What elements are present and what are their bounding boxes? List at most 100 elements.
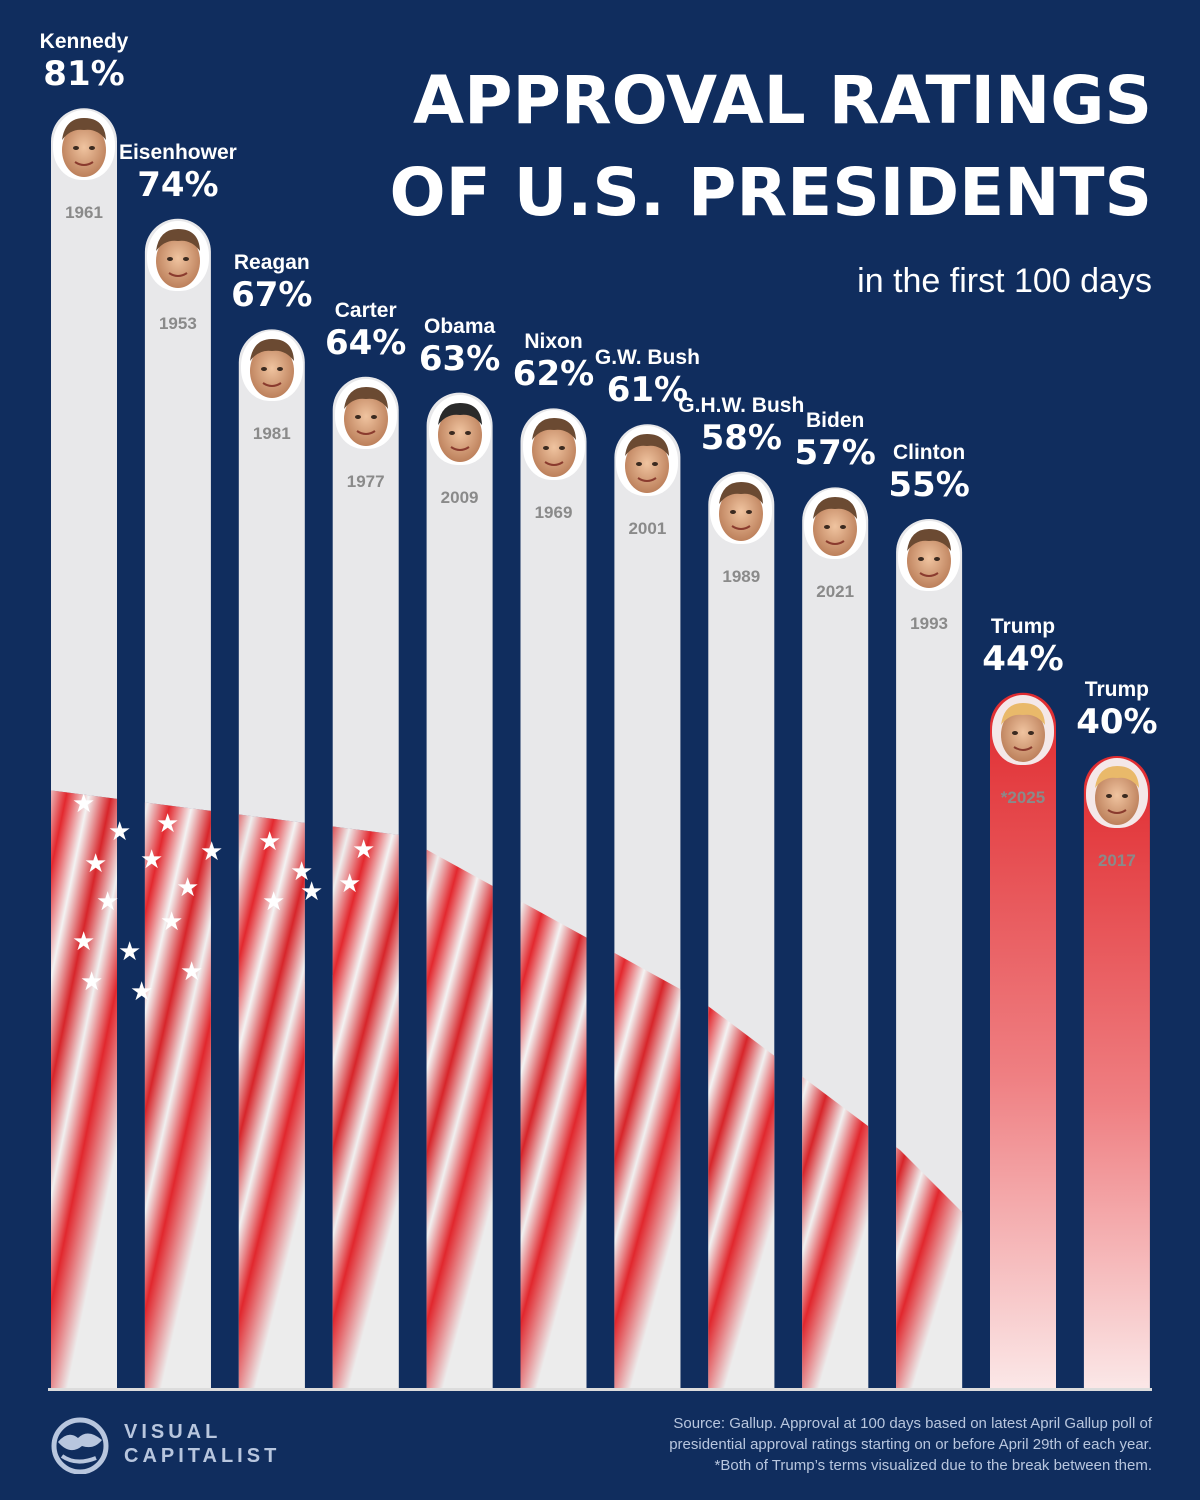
- bar-year-label: 1981: [252, 424, 291, 444]
- bar-label: Obama 63%: [385, 315, 535, 379]
- flag-star-icon: ★: [108, 817, 131, 847]
- bar-year-label: 2021: [816, 582, 855, 602]
- president-portrait: [53, 110, 115, 181]
- approval-value-label: 64%: [324, 322, 407, 363]
- president-name-label: Trump: [990, 614, 1056, 638]
- title-line-1: APPROVAL RATINGS: [413, 62, 1152, 139]
- flag-star-icon: ★: [262, 887, 285, 917]
- chart-title: APPROVAL RATINGS OF U.S. PRESIDENTS: [390, 55, 1152, 239]
- logo-wordmark: VISUAL CAPITALIST: [124, 1420, 280, 1468]
- bar-label: Kennedy 81%: [9, 30, 159, 94]
- president-name-label: Carter: [334, 298, 397, 322]
- flag-star-icon: ★: [84, 849, 107, 879]
- president-portrait: [710, 473, 773, 544]
- president-portrait: [428, 394, 491, 465]
- bar-year-label: 1961: [65, 203, 103, 223]
- president-name-label: Biden: [806, 409, 865, 433]
- bar-year-label: 1953: [158, 313, 197, 333]
- flag-star-icon: ★: [72, 789, 95, 819]
- bar-year-label: 2001: [628, 519, 667, 539]
- footnote: *Both of Trump’s terms visualized due to…: [714, 1457, 1152, 1474]
- chart-subtitle: in the first 100 days: [857, 262, 1152, 300]
- president-name-label: Clinton: [892, 441, 966, 464]
- bar: [990, 692, 1056, 1388]
- bar-label: Biden 57%: [760, 409, 910, 473]
- president-portrait: [992, 694, 1054, 765]
- president-name-label: Reagan: [233, 251, 310, 275]
- approval-value-label: 63%: [418, 338, 501, 379]
- flag-overlay: [332, 790, 399, 1388]
- bar-year-label: 1993: [910, 614, 948, 633]
- president-portrait: [146, 220, 209, 291]
- flag-star-icon: ★: [258, 827, 281, 857]
- bar-label: Clinton 55%: [854, 441, 1004, 505]
- president-name-label: Eisenhower: [118, 140, 237, 164]
- source-note: Source: Gallup. Approval at 100 days bas…: [669, 1413, 1152, 1476]
- president-portrait: [334, 378, 397, 449]
- president-portrait: [1085, 758, 1148, 828]
- approval-value-label: 55%: [888, 465, 970, 505]
- flag-star-icon: ★: [118, 937, 141, 967]
- flag-star-icon: ★: [140, 845, 163, 875]
- bar: [1083, 756, 1150, 1388]
- flag-star-icon: ★: [130, 977, 153, 1007]
- bar-label: G.H.W. Bush 58%: [666, 394, 816, 458]
- bar-label: Trump 40%: [1042, 678, 1192, 742]
- flag-star-icon: ★: [290, 857, 313, 887]
- flag-star-icon: ★: [72, 927, 95, 957]
- title-line-2: OF U.S. PRESIDENTS: [389, 154, 1152, 231]
- flag-star-icon: ★: [300, 877, 323, 907]
- approval-value-label: 40%: [1076, 702, 1158, 742]
- logo-line-1: VISUAL: [124, 1421, 222, 1443]
- president-name-label: Kennedy: [39, 30, 129, 54]
- president-portrait: [522, 410, 585, 481]
- bar-label: G.W. Bush 61%: [572, 346, 722, 410]
- source-line-2: presidential approval ratings starting o…: [669, 1436, 1152, 1453]
- flag-overlay: [238, 790, 305, 1388]
- approval-value-label: 61%: [606, 370, 689, 411]
- x-axis-baseline: [48, 1388, 1152, 1391]
- approval-value-label: 62%: [512, 354, 595, 395]
- flag-star-icon: ★: [200, 837, 223, 867]
- bar-label: Nixon 62%: [479, 330, 629, 394]
- bar-year-label: 1989: [722, 566, 761, 586]
- bar-year-label: 1969: [534, 503, 573, 523]
- globe-logo-icon: [51, 1417, 109, 1475]
- approval-value-label: 58%: [700, 417, 782, 458]
- approval-value-label: 57%: [794, 433, 876, 474]
- flag-overlay: [144, 790, 211, 1388]
- bar-year-label: *2025: [1000, 787, 1046, 807]
- flag-overlay: [426, 790, 493, 1388]
- bar-year-label: 1977: [346, 471, 385, 491]
- flag-star-icon: ★: [156, 809, 179, 839]
- president-portrait: [898, 521, 961, 591]
- logo-line-2: CAPITALIST: [124, 1445, 281, 1467]
- flag-star-icon: ★: [338, 869, 361, 899]
- flag-star-icon: ★: [176, 873, 199, 903]
- flag-star-icon: ★: [80, 967, 103, 997]
- bar-label: Carter 64%: [291, 299, 441, 363]
- flag-star-icon: ★: [180, 957, 203, 987]
- approval-value-label: 44%: [982, 638, 1064, 679]
- president-name-label: Trump: [1084, 678, 1149, 701]
- bar-label: Reagan 67%: [197, 251, 347, 315]
- bar-label: Eisenhower 74%: [103, 141, 253, 205]
- visual-capitalist-logo: VISUAL CAPITALIST: [48, 1416, 276, 1476]
- flag-star-icon: ★: [352, 835, 375, 865]
- flag-star-icon: ★: [160, 907, 183, 937]
- president-portrait: [616, 426, 679, 497]
- approval-value-label: 81%: [43, 54, 125, 95]
- flag-overlay: [51, 790, 117, 1388]
- flag-star-icon: ★: [96, 887, 119, 917]
- bar-label: Trump 44%: [948, 615, 1098, 679]
- source-line-1: Source: Gallup. Approval at 100 days bas…: [673, 1415, 1152, 1432]
- president-name-label: G.H.W. Bush: [678, 393, 805, 417]
- bar-year-label: 2009: [440, 487, 479, 507]
- president-name-label: Nixon: [524, 330, 583, 354]
- bar-year-label: 2017: [1097, 851, 1136, 870]
- approval-value-label: 74%: [137, 164, 219, 205]
- president-name-label: Obama: [423, 314, 496, 338]
- approval-value-label: 67%: [231, 275, 313, 316]
